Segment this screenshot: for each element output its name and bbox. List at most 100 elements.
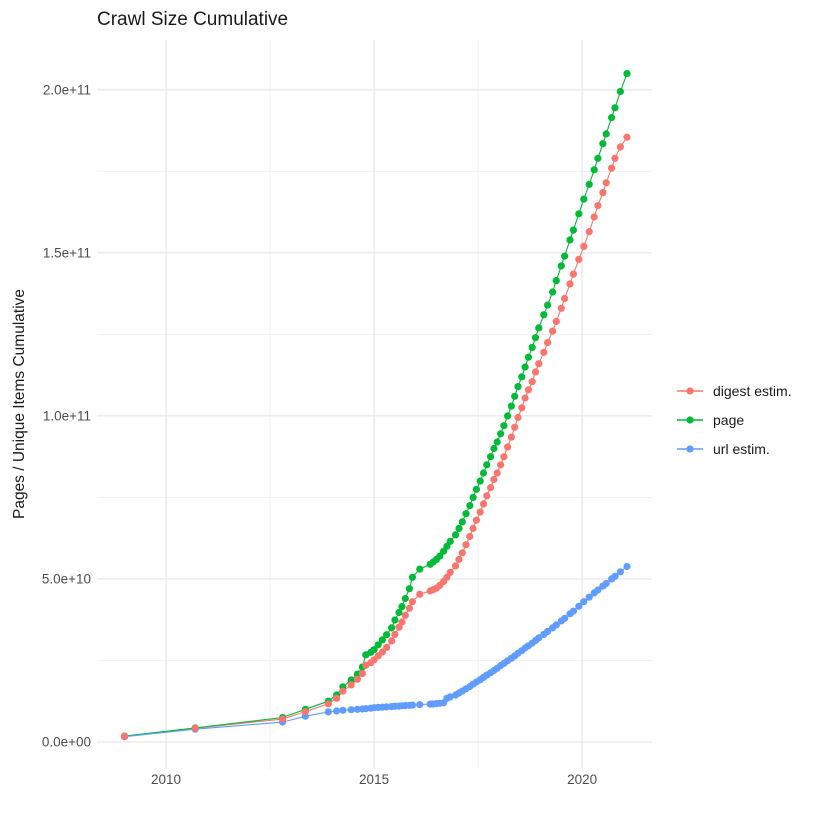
data-point [401, 611, 409, 620]
data-point [511, 392, 519, 400]
data-point [524, 386, 533, 394]
data-point [120, 732, 129, 741]
data-point [446, 537, 454, 546]
data-point [446, 693, 454, 701]
data-point [469, 524, 477, 533]
data-point [452, 531, 460, 539]
data-point [544, 339, 552, 347]
legend-key-icon [677, 387, 703, 395]
data-point [472, 516, 480, 524]
data-point [455, 524, 463, 533]
data-point [616, 87, 625, 96]
data-point [616, 568, 625, 576]
data-point [599, 189, 607, 197]
data-point [391, 616, 399, 624]
data-point [469, 493, 477, 501]
data-point [611, 572, 619, 580]
data-point [408, 573, 416, 581]
data-point [569, 226, 578, 234]
data-point [347, 706, 355, 714]
data-point [540, 311, 548, 319]
legend: digest estim. page url estim. [677, 381, 792, 459]
series-points-digest-estim- [120, 133, 631, 741]
data-point [383, 643, 391, 652]
data-point [528, 378, 536, 386]
data-point [405, 604, 413, 612]
data-point [466, 502, 474, 510]
series-points-page [120, 70, 631, 740]
data-point [594, 154, 602, 162]
data-point [580, 242, 588, 250]
data-point [472, 485, 480, 493]
data-point [458, 518, 466, 526]
data-point [388, 624, 396, 632]
data-point [507, 433, 515, 441]
data-point [623, 70, 631, 78]
data-point [493, 438, 501, 446]
legend-item-page: page [677, 410, 792, 430]
data-point [566, 280, 574, 288]
data-point [557, 262, 565, 270]
y-tick-label: 2.0e+11 [43, 82, 91, 97]
data-point [395, 608, 403, 617]
data-point [544, 301, 552, 309]
data-point [552, 277, 560, 285]
data-point [374, 641, 382, 649]
data-point [479, 469, 488, 477]
data-point [398, 618, 406, 626]
data-point [585, 228, 593, 236]
data-point [324, 708, 332, 716]
data-point [575, 255, 583, 263]
data-point [497, 461, 505, 469]
data-point [378, 648, 386, 656]
data-point [483, 492, 491, 500]
data-point [398, 603, 406, 611]
data-point [575, 602, 583, 610]
data-point [462, 541, 470, 549]
data-point [333, 694, 341, 702]
y-tick-label: 5.0e+10 [42, 571, 91, 586]
data-point [490, 444, 498, 453]
data-point [528, 343, 536, 351]
data-point [353, 675, 361, 683]
data-point [279, 715, 287, 723]
data-point [552, 621, 560, 629]
data-point [301, 708, 309, 716]
data-point [580, 598, 588, 606]
data-point [569, 270, 578, 278]
series-points-url-estim- [120, 562, 631, 741]
data-point [507, 402, 515, 410]
data-point [611, 154, 619, 162]
data-point [416, 590, 424, 598]
data-point [561, 614, 569, 623]
data-point [531, 334, 540, 342]
legend-key-icon [677, 445, 703, 453]
data-point [339, 687, 347, 695]
data-point [566, 236, 574, 244]
legend-label: url estim. [713, 441, 770, 457]
data-point [561, 252, 569, 260]
data-point [585, 593, 593, 601]
data-point [599, 140, 607, 148]
data-point [623, 133, 631, 141]
data-point [405, 585, 413, 593]
data-point [544, 627, 552, 636]
axis-tick-labels: 2010 2015 2020 0.0e+00 5.0e+10 1.0e+11 1.5e+11… [42, 82, 597, 787]
data-point [483, 461, 491, 469]
y-axis-title: Pages / Unique Items Cumulative [11, 288, 28, 520]
data-point [540, 348, 548, 356]
y-tick-label: 1.0e+11 [43, 408, 91, 423]
data-point [487, 484, 495, 492]
data-point [388, 637, 396, 645]
data-point [569, 607, 578, 615]
data-point [383, 631, 391, 639]
data-point [333, 707, 341, 715]
data-point [436, 552, 444, 560]
data-point [191, 724, 199, 732]
data-point [504, 412, 512, 420]
data-point [395, 623, 403, 631]
data-point [535, 634, 543, 642]
data-point [518, 373, 526, 381]
data-point [518, 404, 526, 412]
